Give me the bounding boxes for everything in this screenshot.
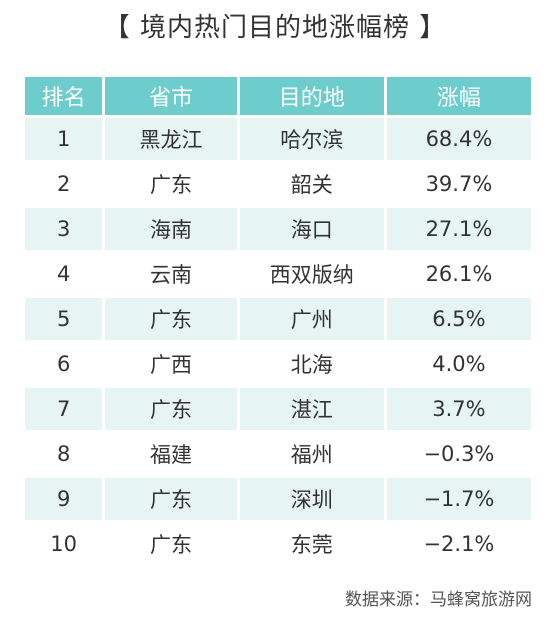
table-row: 7 广东 湛江 3.7% [25, 388, 531, 430]
header-province: 省市 [105, 77, 237, 115]
province-cell: 海南 [105, 208, 237, 250]
province-cell: 广东 [105, 298, 237, 340]
growth-cell: 27.1% [386, 208, 531, 250]
province-cell: 广东 [105, 478, 237, 520]
destination-cell: 韶关 [239, 163, 384, 205]
growth-cell: 68.4% [386, 118, 531, 160]
table-row: 6 广西 北海 4.0% [25, 343, 531, 385]
growth-cell: 6.5% [386, 298, 531, 340]
province-cell: 云南 [105, 253, 237, 295]
growth-cell: 3.7% [386, 388, 531, 430]
growth-cell: 39.7% [386, 163, 531, 205]
table-row: 4 云南 西双版纳 26.1% [25, 253, 531, 295]
growth-cell: −0.3% [386, 433, 531, 475]
rank-cell: 9 [25, 478, 103, 520]
growth-cell: −1.7% [386, 478, 531, 520]
table-row: 1 黑龙江 哈尔滨 68.4% [25, 118, 531, 160]
destination-cell: 深圳 [239, 478, 384, 520]
destination-cell: 哈尔滨 [239, 118, 384, 160]
destination-cell: 东莞 [239, 523, 384, 565]
rank-cell: 3 [25, 208, 103, 250]
rank-cell: 5 [25, 298, 103, 340]
province-cell: 广东 [105, 388, 237, 430]
rank-cell: 7 [25, 388, 103, 430]
data-source: 数据来源：马蜂窝旅游网 [345, 590, 532, 610]
destination-cell: 广州 [239, 298, 384, 340]
chart-title: 【 境内热门目的地涨幅榜 】 [103, 13, 447, 43]
province-cell: 黑龙江 [105, 118, 237, 160]
destination-cell: 福州 [239, 433, 384, 475]
rank-cell: 4 [25, 253, 103, 295]
growth-cell: −2.1% [386, 523, 531, 565]
destination-cell: 北海 [239, 343, 384, 385]
table-row: 9 广东 深圳 −1.7% [25, 478, 531, 520]
table-row: 5 广东 广州 6.5% [25, 298, 531, 340]
ranking-table: 排名 省市 目的地 涨幅 1 黑龙江 哈尔滨 68.4% 2 广东 韶关 39.7% 3 海南 海口… [22, 74, 534, 568]
destination-cell: 湛江 [239, 388, 384, 430]
rank-cell: 8 [25, 433, 103, 475]
header-destination: 目的地 [239, 77, 384, 115]
rank-cell: 1 [25, 118, 103, 160]
rank-cell: 6 [25, 343, 103, 385]
rank-cell: 2 [25, 163, 103, 205]
header-rank: 排名 [25, 77, 103, 115]
table-header-row: 排名 省市 目的地 涨幅 [25, 77, 531, 115]
destination-cell: 西双版纳 [239, 253, 384, 295]
province-cell: 广东 [105, 163, 237, 205]
province-cell: 广西 [105, 343, 237, 385]
growth-cell: 26.1% [386, 253, 531, 295]
destination-cell: 海口 [239, 208, 384, 250]
rank-cell: 10 [25, 523, 103, 565]
province-cell: 福建 [105, 433, 237, 475]
header-growth: 涨幅 [386, 77, 531, 115]
table-row: 8 福建 福州 −0.3% [25, 433, 531, 475]
table-row: 3 海南 海口 27.1% [25, 208, 531, 250]
table-row: 10 广东 东莞 −2.1% [25, 523, 531, 565]
table-row: 2 广东 韶关 39.7% [25, 163, 531, 205]
province-cell: 广东 [105, 523, 237, 565]
growth-cell: 4.0% [386, 343, 531, 385]
